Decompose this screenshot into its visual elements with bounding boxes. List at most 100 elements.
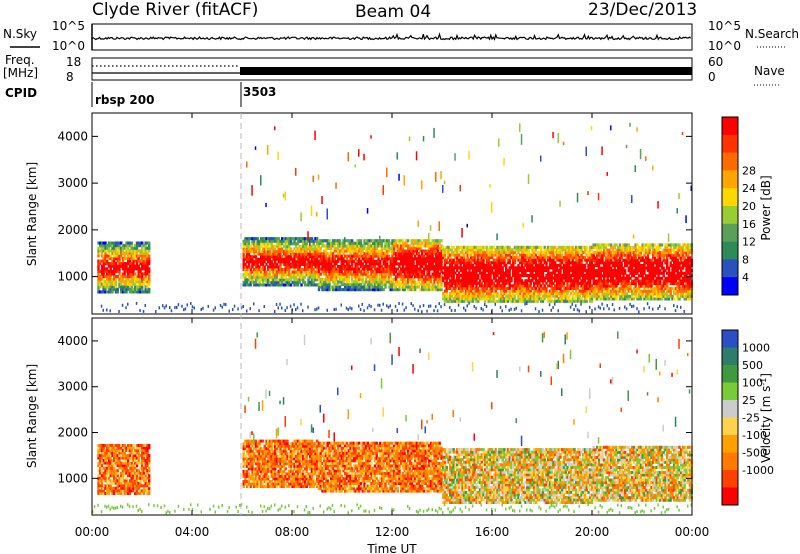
- heatmap-cell: [310, 265, 314, 269]
- heatmap-cell: [274, 278, 277, 282]
- heatmap-cell: [398, 275, 401, 279]
- heatmap-cell: [540, 248, 543, 252]
- heatmap-cell: [457, 281, 461, 285]
- heatmap-cell: [405, 241, 408, 245]
- heatmap-cell: [599, 253, 602, 257]
- heatmap-cell: [559, 279, 562, 283]
- heatmap-cell: [457, 253, 461, 257]
- near-range-echo: [349, 306, 351, 310]
- near-range-echo: [573, 308, 575, 311]
- heatmap-cell: [146, 277, 149, 281]
- heatmap-cell: [557, 248, 560, 252]
- heatmap-cell: [128, 259, 132, 263]
- heatmap-cell: [277, 283, 280, 287]
- heatmap-cell: [414, 272, 417, 276]
- heatmap-cell: [375, 249, 378, 253]
- heatmap-cell: [485, 266, 489, 270]
- near-range-echo: [155, 310, 157, 314]
- heatmap-cell: [533, 299, 536, 303]
- heatmap-cell: [503, 263, 506, 267]
- heatmap-cell: [421, 272, 424, 276]
- heatmap-cell: [575, 266, 578, 270]
- heatmap-cell: [125, 241, 128, 245]
- heatmap-cell: [566, 253, 569, 257]
- heatmap-cell: [249, 275, 252, 279]
- heatmap-cell: [114, 277, 118, 281]
- heatmap-cell: [391, 254, 394, 258]
- heatmap-cell: [557, 274, 560, 278]
- heatmap-cell: [555, 276, 559, 280]
- heatmap-cell: [473, 281, 476, 285]
- heatmap-cell: [569, 253, 573, 257]
- heatmap-cell: [470, 248, 473, 252]
- heatmap-cell: [251, 270, 254, 274]
- heatmap-cell: [519, 248, 522, 252]
- heatmap-cell: [541, 289, 545, 293]
- near-range-echo: [450, 309, 453, 312]
- heatmap-cell: [592, 256, 595, 260]
- heatmap-cell: [373, 244, 377, 248]
- heatmap-cell: [272, 237, 275, 241]
- heatmap-cell: [550, 294, 553, 298]
- heatmap-cell: [288, 283, 291, 287]
- heatmap-cell: [646, 256, 650, 260]
- heatmap-cell: [650, 284, 653, 288]
- heatmap-cell: [111, 251, 114, 255]
- heatmap-cell: [653, 248, 657, 252]
- heatmap-cell: [599, 284, 602, 288]
- heatmap-cell: [135, 257, 139, 261]
- heatmap-cell: [324, 264, 328, 268]
- heatmap-cell: [580, 297, 583, 301]
- heatmap-cell: [638, 253, 641, 257]
- heatmap-cell: [139, 244, 142, 248]
- heatmap-cell: [603, 282, 606, 286]
- heatmap-cell: [410, 285, 413, 289]
- heatmap-cell: [576, 268, 580, 272]
- heatmap-cell: [631, 266, 634, 270]
- heatmap-cell: [447, 284, 450, 288]
- heatmap-cell: [142, 244, 146, 248]
- heatmap-cell: [561, 256, 564, 260]
- heatmap-cell: [422, 270, 426, 274]
- heatmap-cell: [596, 287, 599, 291]
- heatmap-cell: [478, 289, 482, 293]
- heatmap-cell: [596, 251, 599, 255]
- heatmap-cell: [463, 253, 466, 257]
- heatmap-cell: [317, 239, 321, 243]
- heatmap-cell: [512, 284, 515, 288]
- heatmap-cell: [314, 260, 317, 264]
- heatmap-cell: [583, 286, 587, 290]
- heatmap-cell: [555, 250, 559, 254]
- sparse-echo: [317, 174, 320, 180]
- heatmap-cell: [361, 275, 364, 279]
- heatmap-cell: [604, 258, 608, 262]
- heatmap-cell: [382, 275, 385, 279]
- heatmap-cell: [634, 284, 637, 288]
- heatmap-cell: [317, 267, 321, 271]
- heatmap-cell: [288, 273, 291, 277]
- heatmap-cell: [415, 282, 419, 286]
- heatmap-cell: [442, 271, 445, 275]
- heatmap-cell: [583, 268, 587, 272]
- heatmap-cell: [496, 292, 499, 296]
- heatmap-cell: [571, 297, 574, 301]
- heatmap-cell: [394, 282, 398, 286]
- heatmap-cell: [461, 248, 464, 252]
- heatmap-cell: [466, 258, 469, 262]
- heatmap-cell: [573, 279, 576, 283]
- heatmap-cell: [118, 267, 121, 271]
- heatmap-cell: [274, 250, 277, 254]
- heatmap-cell: [575, 271, 578, 275]
- near-range-echo: [426, 309, 428, 313]
- heatmap-cell: [394, 280, 398, 284]
- heatmap-cell: [431, 257, 434, 261]
- heatmap-cell: [470, 261, 473, 265]
- heatmap-cell: [144, 272, 147, 276]
- heatmap-cell: [398, 244, 401, 248]
- heatmap-cell: [104, 257, 107, 261]
- heatmap-cell: [303, 244, 307, 248]
- heatmap-cell: [646, 266, 650, 270]
- heatmap-cell: [489, 250, 492, 254]
- heatmap-cell: [489, 292, 492, 296]
- heatmap-cell: [349, 246, 352, 250]
